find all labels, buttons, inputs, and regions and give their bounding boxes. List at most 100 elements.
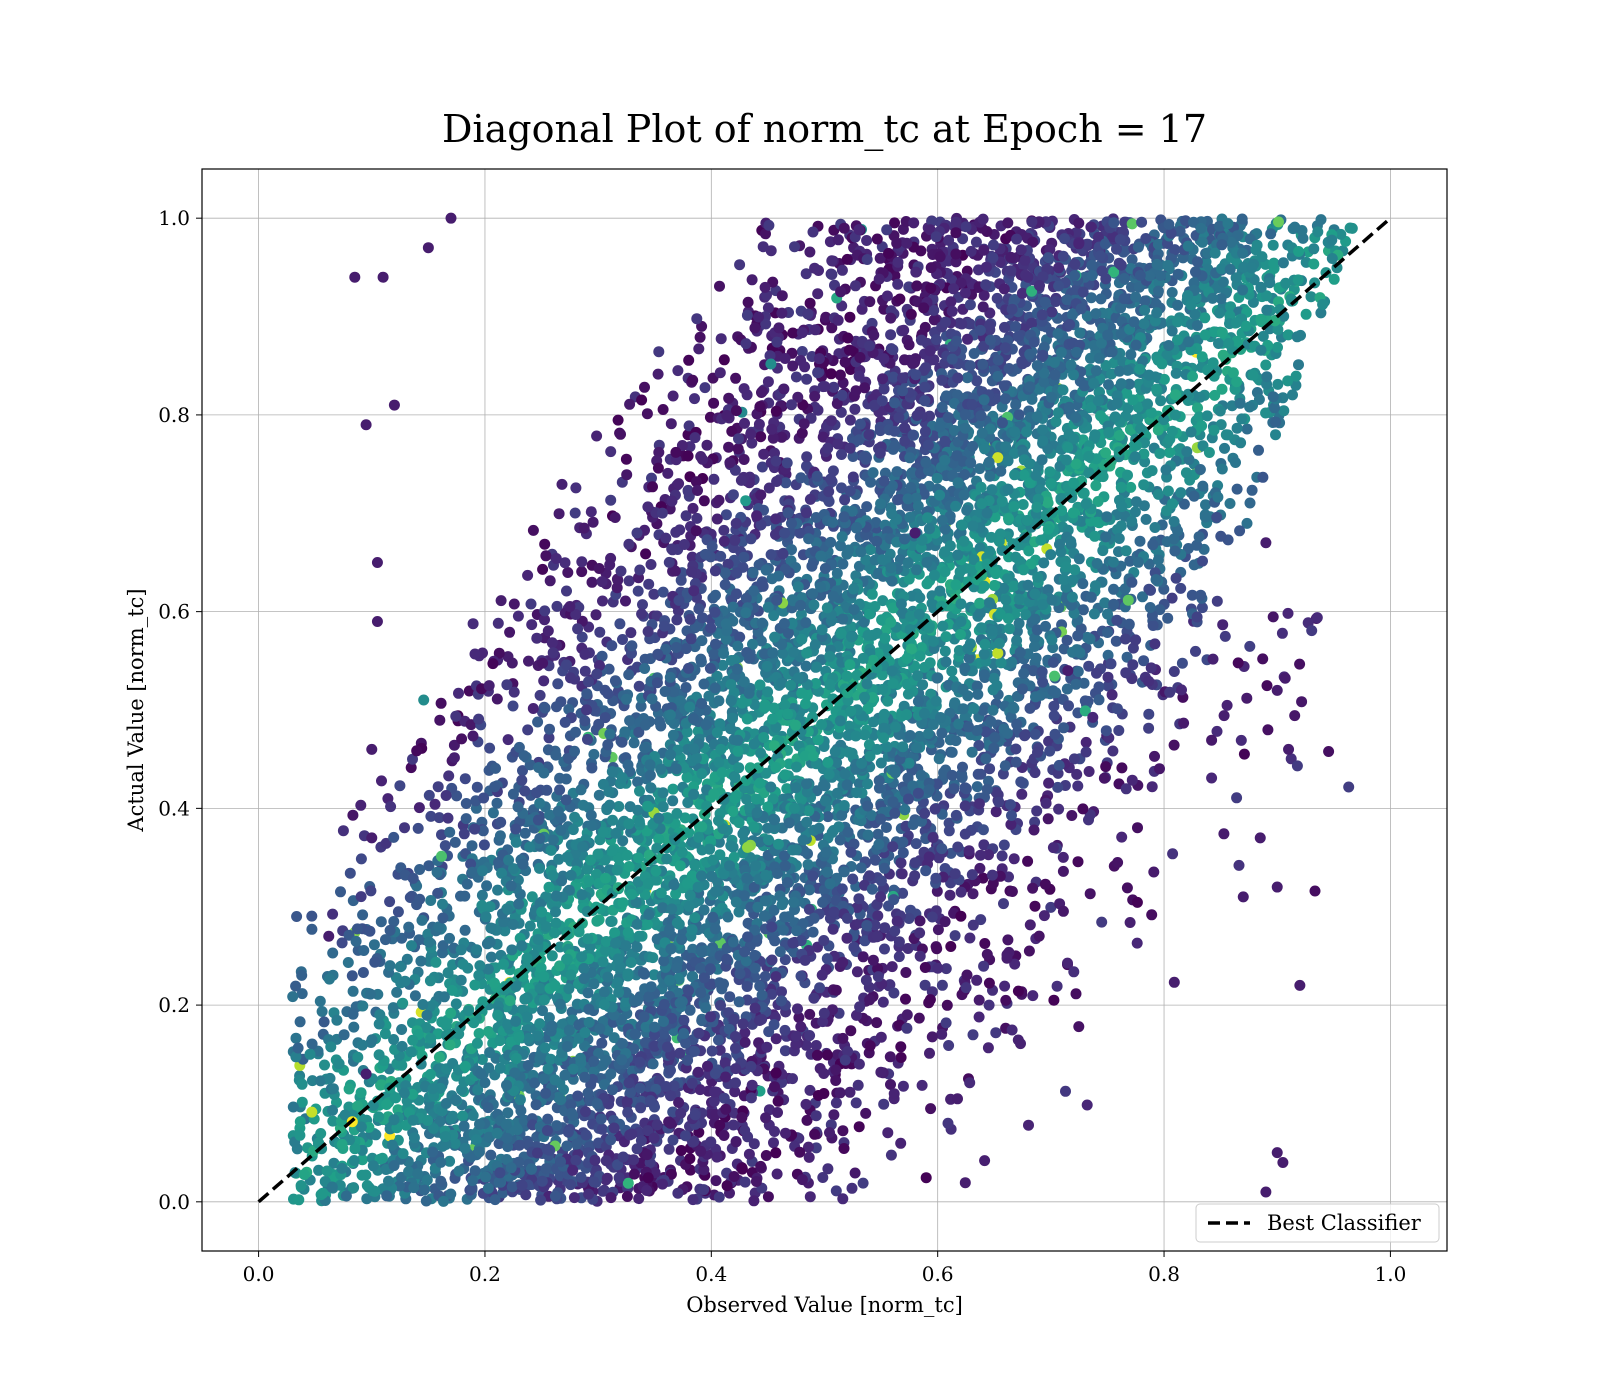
data-point [710, 1175, 722, 1187]
data-point [758, 448, 770, 460]
data-point [493, 647, 505, 659]
data-point [414, 893, 426, 905]
data-point [616, 736, 628, 748]
data-point [652, 368, 664, 380]
data-point [739, 1176, 751, 1188]
data-point [855, 862, 867, 874]
data-point [633, 1193, 645, 1205]
data-point [671, 962, 683, 974]
data-point [741, 309, 753, 321]
data-point [793, 1012, 805, 1023]
data-point [357, 967, 369, 978]
data-point [314, 995, 326, 1007]
data-point [459, 924, 471, 936]
data-point [1253, 444, 1264, 456]
data-point [735, 474, 747, 486]
data-point [1135, 423, 1146, 435]
data-point [770, 1147, 782, 1159]
data-point [1100, 761, 1112, 773]
data-point [1077, 578, 1089, 590]
data-point [760, 1150, 772, 1161]
data-point [1111, 703, 1123, 715]
data-point [708, 1095, 720, 1107]
data-point [667, 795, 679, 807]
data-point [576, 566, 588, 578]
data-point [827, 923, 839, 935]
data-point [495, 595, 507, 607]
data-point [1083, 766, 1095, 777]
data-point [632, 585, 644, 597]
data-point [458, 828, 470, 840]
data-point [478, 792, 490, 804]
data-point [1039, 878, 1051, 890]
data-point [492, 617, 504, 629]
data-point [492, 884, 504, 896]
data-point [290, 1032, 302, 1044]
data-point [663, 1143, 675, 1155]
data-point [384, 896, 396, 908]
data-point [1067, 309, 1078, 321]
data-point [585, 809, 597, 821]
data-point [809, 1128, 821, 1140]
data-point [722, 911, 734, 923]
data-point [779, 1045, 791, 1057]
data-point [1168, 739, 1180, 751]
data-point [809, 324, 821, 336]
data-point [762, 1191, 774, 1203]
data-point [450, 710, 462, 722]
data-point [337, 825, 349, 837]
data-point [939, 645, 951, 657]
data-point [742, 296, 754, 308]
data-point [804, 297, 816, 309]
data-point [1063, 700, 1074, 712]
data-point [711, 513, 723, 525]
data-point [356, 1154, 368, 1166]
data-point [878, 1098, 890, 1110]
data-point [861, 501, 873, 513]
data-point [623, 669, 635, 681]
data-point [527, 524, 539, 536]
data-point [946, 746, 958, 758]
data-point [1203, 447, 1215, 458]
data-point [1315, 307, 1327, 319]
data-point [806, 560, 818, 572]
data-point [606, 640, 618, 652]
data-point [1121, 882, 1133, 894]
data-point [708, 397, 720, 409]
data-point [623, 575, 635, 587]
data-point [1219, 630, 1231, 642]
data-point [554, 941, 566, 953]
data-point [718, 648, 730, 659]
data-point [1107, 745, 1119, 757]
data-point [667, 390, 679, 402]
data-point [662, 467, 674, 479]
data-point [713, 1191, 725, 1203]
data-point [891, 915, 903, 927]
data-point [355, 853, 367, 865]
data-point [720, 509, 732, 521]
data-point [790, 371, 802, 383]
data-point [1123, 618, 1135, 630]
chart-title: Diagonal Plot of norm_tc at Epoch = 17 [442, 107, 1207, 152]
data-point [892, 278, 904, 290]
data-point [1216, 463, 1228, 475]
data-point [1048, 710, 1060, 722]
data-point [821, 953, 833, 965]
data-point [385, 801, 397, 813]
data-point [461, 878, 473, 890]
data-point [1172, 525, 1183, 537]
data-point [506, 657, 518, 669]
data-point [1023, 945, 1035, 957]
data-point [508, 686, 520, 698]
data-point [633, 680, 645, 692]
data-point [546, 637, 558, 649]
data-point [678, 539, 690, 550]
data-point [938, 767, 950, 779]
data-point [596, 1037, 608, 1049]
data-point [927, 832, 939, 843]
data-point [1167, 848, 1179, 860]
data-point [554, 772, 566, 784]
data-point [648, 969, 660, 981]
data-point [623, 818, 635, 830]
data-point [449, 836, 461, 848]
